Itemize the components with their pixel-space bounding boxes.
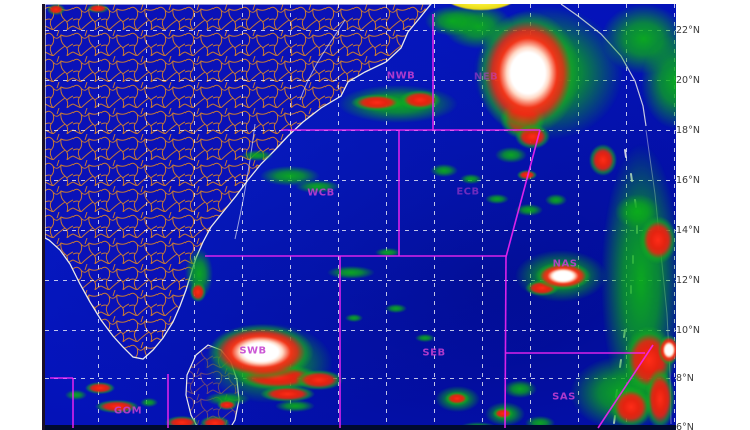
- grid-parallel: [45, 378, 676, 379]
- cloud-red: [589, 144, 617, 176]
- lat-label-16n: 16°N: [676, 175, 700, 186]
- cloud-red: [639, 216, 676, 264]
- cloud-red: [95, 400, 139, 413]
- cloud-red: [445, 392, 469, 405]
- grid-meridian: [242, 4, 243, 430]
- cloud-green: [385, 304, 407, 313]
- cloud-layer: [45, 4, 676, 430]
- map-bottom-border: [45, 425, 676, 430]
- cloud-green: [545, 194, 567, 206]
- cloud-green: [140, 398, 158, 407]
- grid-parallel: [45, 80, 676, 81]
- sector-boundary-line: [505, 129, 541, 258]
- grid-meridian: [530, 4, 531, 430]
- grid-meridian: [146, 4, 147, 430]
- sector-label-nas: NAS: [552, 258, 578, 270]
- sector-label-ecb: ECB: [456, 186, 480, 198]
- grid-parallel: [45, 330, 676, 331]
- cloud-red: [610, 386, 652, 428]
- cloud-green: [295, 180, 340, 193]
- cloud-green: [503, 380, 537, 398]
- cloud-green: [205, 392, 250, 406]
- lat-label-10n: 10°N: [676, 325, 700, 336]
- cloud-green: [241, 150, 273, 161]
- cloud-red: [87, 4, 109, 13]
- sector-labels: NWB NEB WCB ECB NAS SWB SEB GOM SAS: [45, 4, 676, 430]
- cloud-red: [295, 370, 343, 390]
- cloud-red: [217, 400, 237, 410]
- cloud-green: [425, 6, 480, 36]
- cloud-green: [495, 147, 527, 163]
- sector-boundaries: [50, 14, 654, 429]
- logo-fragment: [443, 4, 519, 10]
- grid-meridian: [290, 4, 291, 430]
- lat-label-22n: 22°N: [676, 25, 700, 36]
- sector-boundary-line: [597, 344, 654, 429]
- cloud-green: [65, 390, 87, 400]
- cloud-green: [275, 400, 315, 412]
- cloud-red: [85, 382, 115, 394]
- cloud-white: [476, 11, 580, 135]
- cloud-red: [47, 4, 65, 15]
- grid-meridian: [434, 4, 435, 430]
- lat-label-18n: 18°N: [676, 125, 700, 136]
- cloud-red: [517, 170, 537, 180]
- cloud-red: [260, 386, 315, 402]
- cloud-red: [190, 282, 206, 302]
- sector-boundary-line: [504, 256, 507, 429]
- lat-label-12n: 12°N: [676, 275, 700, 286]
- grid-parallel: [45, 280, 676, 281]
- latitude-axis: 22°N 20°N 18°N 16°N 14°N 12°N 10°N 8°N 6°N: [673, 0, 750, 430]
- lat-label-20n: 20°N: [676, 75, 700, 86]
- sector-label-sas: SAS: [552, 391, 576, 403]
- sector-label-seb: SEB: [422, 347, 446, 359]
- grid-parallel: [45, 30, 676, 31]
- grid-parallel: [45, 230, 676, 231]
- cloud-green: [375, 248, 401, 257]
- grid-meridian: [386, 4, 387, 430]
- cloud-red: [351, 94, 403, 111]
- sector-label-swb: SWB: [239, 345, 267, 357]
- grid-meridian: [578, 4, 579, 430]
- sector-label-neb: NEB: [473, 71, 499, 83]
- grid-meridian: [482, 4, 483, 430]
- cloud-green: [485, 194, 509, 204]
- cloud-red: [399, 90, 441, 110]
- sector-label-nwb: NWB: [386, 70, 416, 82]
- grid-meridian: [98, 4, 99, 430]
- cloud-green: [515, 204, 543, 216]
- lat-label-6n: 6°N: [676, 422, 694, 430]
- cloud-green: [415, 334, 435, 342]
- grid-meridian: [338, 4, 339, 430]
- cloud-green: [430, 164, 458, 177]
- lat-label-14n: 14°N: [676, 225, 700, 236]
- sector-label-wcb: WCB: [307, 187, 335, 199]
- cloud-red: [493, 408, 513, 419]
- cloud-green: [460, 174, 482, 184]
- cloud-white: [208, 324, 314, 380]
- cloud-white: [658, 335, 676, 365]
- satellite-map: NWB NEB WCB ECB NAS SWB SEB GOM SAS: [42, 4, 676, 430]
- sector-label-gom: GOM: [113, 405, 143, 417]
- cloud-green: [345, 314, 363, 322]
- cloud-white: [535, 262, 591, 290]
- grid-meridian: [194, 4, 195, 430]
- cloud-green: [327, 266, 375, 279]
- grid-parallel: [45, 180, 676, 181]
- india-landmass: [45, 4, 432, 360]
- lat-label-8n: 8°N: [676, 373, 694, 384]
